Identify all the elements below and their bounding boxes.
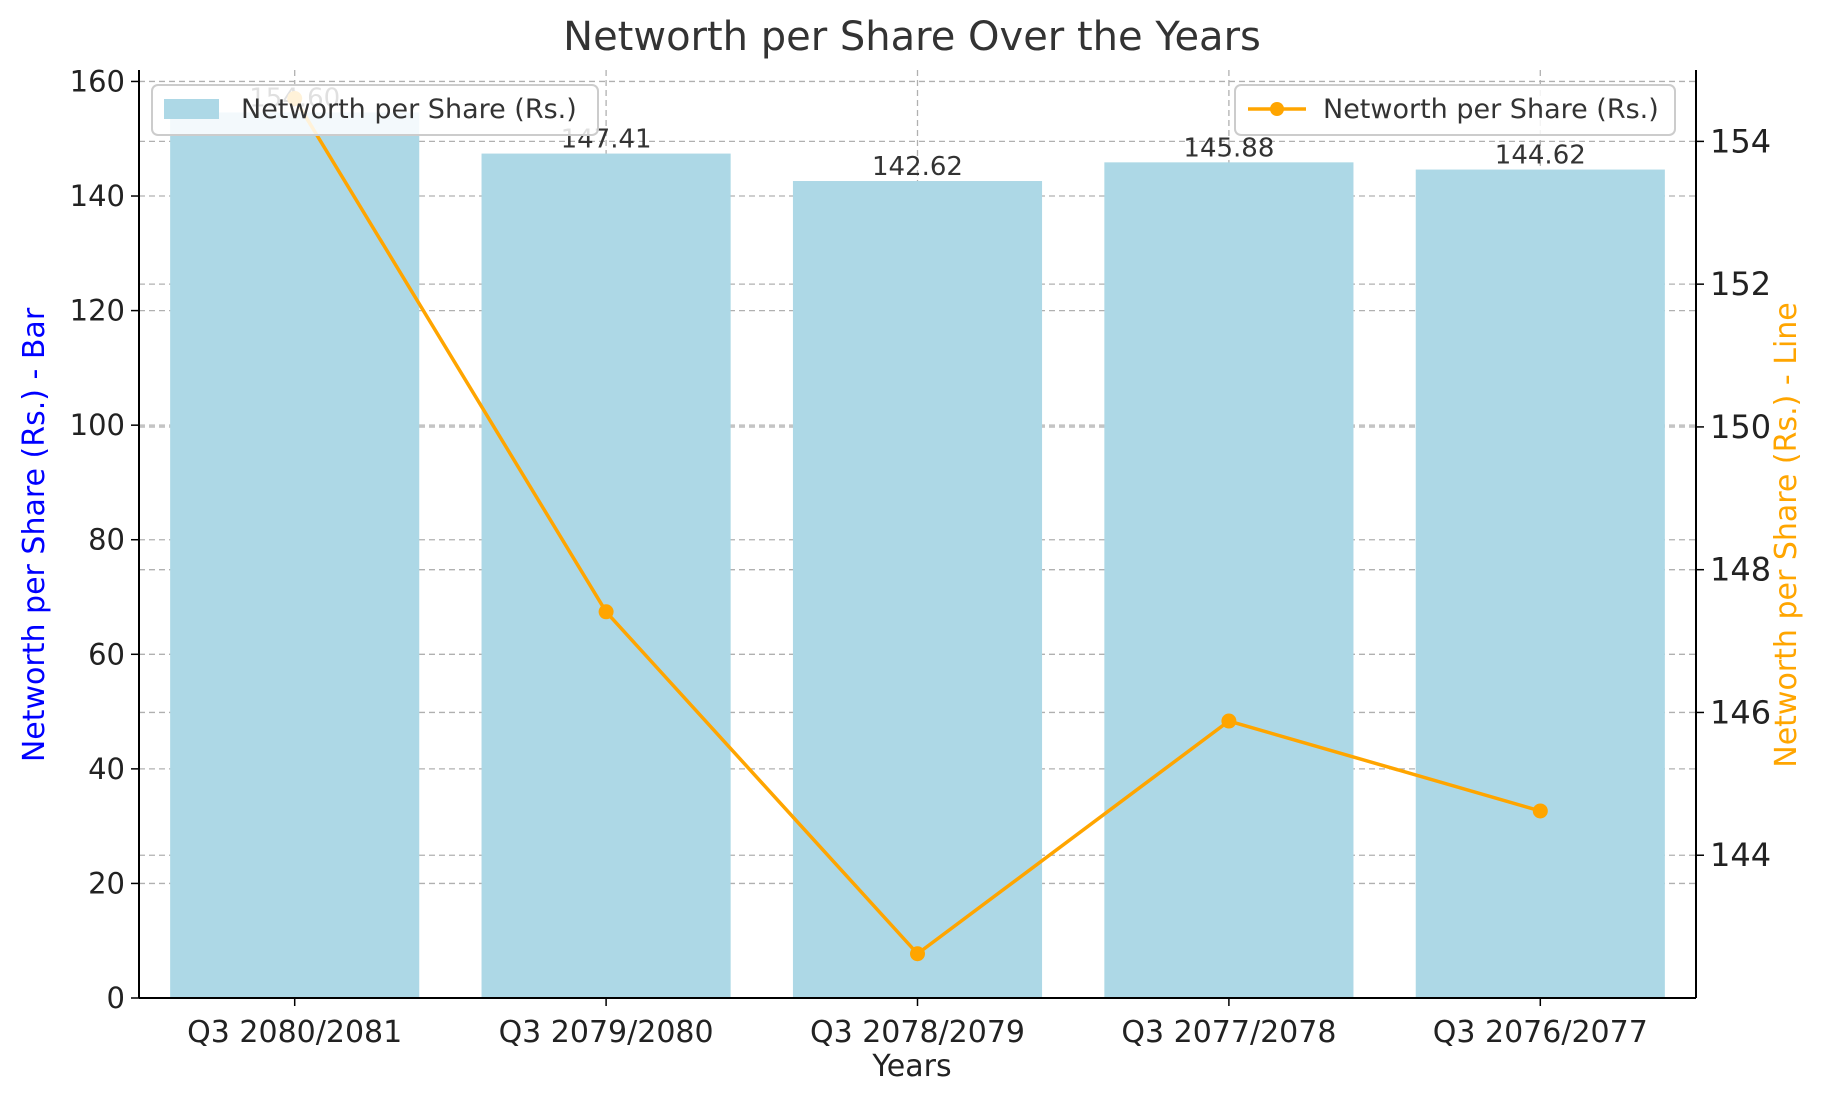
y-axis-right-label: Networth per Share (Rs.) - Line [1769, 302, 1804, 768]
y-tick-label-right: 152 [1710, 265, 1771, 303]
y-tick-label-right: 150 [1710, 408, 1771, 446]
x-axis-label: Years [871, 1049, 951, 1084]
y-tick-label-left: 120 [70, 294, 125, 328]
axes: 0 20 40 60 80 100 120 140 160 144 146 148 150 152 154 Q… [70, 64, 1771, 1050]
y-tick-label-left: 0 [107, 981, 125, 1015]
bar [1415, 169, 1665, 998]
legend-bar-label: Networth per Share (Rs.) [241, 94, 577, 125]
y-tick-label-left: 80 [88, 523, 125, 557]
legend-line: Networth per Share (Rs.) [1234, 84, 1676, 136]
bar-data-label: 145.88 [1183, 133, 1274, 163]
y-tick-label-left: 40 [88, 752, 125, 786]
bar [1104, 162, 1354, 998]
line-point [1221, 713, 1237, 729]
y-tick-label-left: 60 [88, 637, 125, 671]
x-tick-label: Q3 2079/2080 [499, 1015, 714, 1050]
line-point [1532, 803, 1548, 819]
chart-title: Networth per Share Over the Years [563, 14, 1261, 60]
bar-data-label: 142.62 [872, 152, 963, 182]
y-tick-label-left: 140 [70, 179, 125, 213]
bars [170, 112, 1665, 999]
legend-bar-box [151, 84, 599, 136]
line-point [598, 604, 614, 620]
line-point [910, 946, 925, 962]
x-tick-label: Q3 2077/2078 [1121, 1015, 1336, 1050]
legend-bar-swatch [164, 99, 219, 119]
bar [792, 181, 1043, 998]
x-tick-label: Q3 2076/2077 [1433, 1015, 1648, 1050]
y-tick-label-right: 148 [1710, 551, 1771, 589]
legend-bar: Networth per Share (Rs.) [151, 84, 599, 136]
bar [170, 112, 420, 998]
bar [481, 153, 731, 999]
y-tick-label-right: 144 [1710, 836, 1771, 874]
x-tick-label: Q3 2080/2081 [187, 1015, 402, 1050]
bar-data-label: 144.62 [1495, 141, 1586, 171]
legend-line-marker [1270, 102, 1284, 116]
y-tick-label-left: 160 [70, 64, 125, 98]
y-tick-label-left: 100 [70, 408, 125, 442]
legend-line-label: Networth per Share (Rs.) [1323, 94, 1659, 125]
y-tick-label-right: 154 [1710, 122, 1771, 160]
x-tick-label: Q3 2078/2079 [810, 1015, 1025, 1050]
y-tick-label-right: 146 [1710, 693, 1771, 731]
legend-line-box [1234, 84, 1676, 136]
y-tick-label-left: 20 [88, 866, 125, 900]
y-axis-left-label: Networth per Share (Rs.) - Bar [17, 307, 52, 762]
